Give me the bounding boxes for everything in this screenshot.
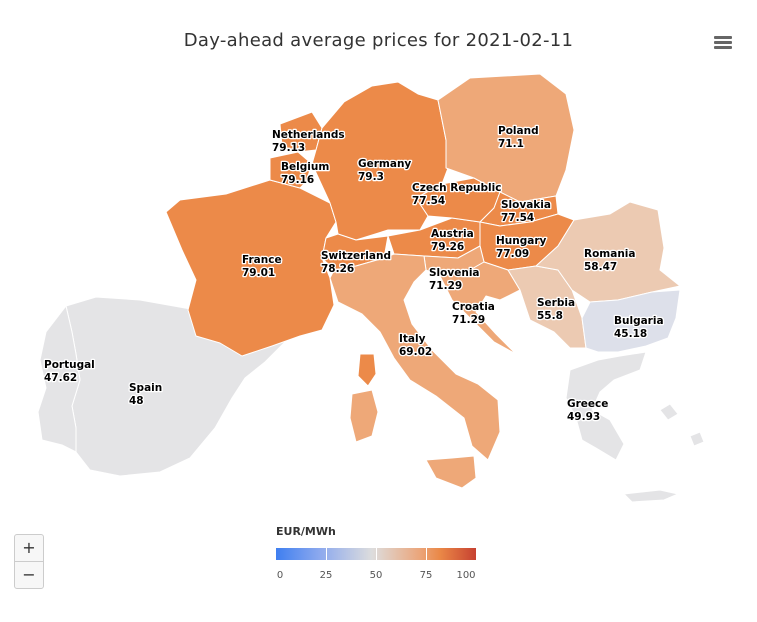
label-czech-price: 77.54	[412, 195, 445, 207]
label-croatia-name: Croatia	[452, 301, 495, 313]
label-poland-price: 71.1	[498, 138, 524, 150]
zoom-out-button[interactable]: −	[14, 561, 44, 589]
region-greece-crete[interactable]	[623, 489, 679, 503]
chart-title: Day-ahead average prices for 2021-02-11	[183, 30, 574, 51]
label-switzerland-name: Switzerland	[321, 250, 391, 262]
legend-label-75: 75	[419, 570, 433, 581]
label-france-name: France	[242, 254, 282, 266]
label-portugal-name: Portugal	[44, 359, 95, 371]
legend-tick-75	[426, 548, 427, 560]
label-bulgaria-price: 45.18	[614, 328, 647, 340]
label-austria-name: Austria	[431, 228, 474, 240]
region-romania[interactable]	[535, 201, 681, 303]
label-serbia-name: Serbia	[537, 297, 575, 309]
region-greece[interactable]	[565, 351, 647, 461]
label-austria-price: 79.26	[431, 241, 464, 253]
label-italy-price: 69.02	[399, 346, 432, 358]
label-belgium-price: 79.16	[281, 174, 314, 186]
label-belgium-name: Belgium	[281, 161, 329, 173]
region-greece-island-2[interactable]	[689, 431, 705, 447]
label-slovakia-name: Slovakia	[501, 199, 551, 211]
label-germany-name: Germany	[358, 158, 411, 170]
label-italy-name: Italy	[399, 333, 426, 345]
legend-label-25: 25	[319, 570, 333, 581]
label-germany-price: 79.3	[358, 171, 384, 183]
label-france-price: 79.01	[242, 267, 275, 279]
label-hungary-price: 77.09	[496, 248, 529, 260]
legend-label-100: 100	[456, 570, 476, 581]
label-serbia-price: 55.8	[537, 310, 563, 322]
region-france[interactable]	[165, 179, 337, 357]
label-slovakia-price: 77.54	[501, 212, 534, 224]
label-portugal-price: 47.62	[44, 372, 77, 384]
legend-tick-50	[376, 548, 377, 560]
label-netherlands-name: Netherlands	[272, 129, 345, 141]
region-italy-sicily[interactable]	[425, 455, 477, 489]
label-netherlands-price: 79.13	[272, 142, 305, 154]
hamburger-icon[interactable]	[710, 34, 736, 56]
region-portugal[interactable]	[37, 305, 81, 453]
label-bulgaria-name: Bulgaria	[614, 315, 664, 327]
region-greece-island[interactable]	[659, 403, 679, 421]
label-hungary-name: Hungary	[496, 235, 547, 247]
region-croatia[interactable]	[439, 261, 521, 355]
label-greece-name: Greece	[567, 398, 608, 410]
legend-title: EUR/MWh	[276, 525, 336, 538]
legend-label-0: 0	[276, 570, 284, 581]
label-czech-name: Czech Republic	[412, 182, 501, 194]
label-spain-price: 48	[129, 395, 144, 407]
label-spain-name: Spain	[129, 382, 162, 394]
label-slovenia-name: Slovenia	[429, 267, 480, 279]
label-greece-price: 49.93	[567, 411, 600, 423]
label-croatia-price: 71.29	[452, 314, 485, 326]
legend-label-50: 50	[369, 570, 383, 581]
label-switzerland-price: 78.26	[321, 263, 354, 275]
region-italy[interactable]	[329, 253, 501, 461]
label-poland-name: Poland	[498, 125, 539, 137]
region-bulgaria[interactable]	[581, 289, 681, 353]
region-italy-sardinia[interactable]	[349, 389, 379, 443]
label-slovenia-price: 71.29	[429, 280, 462, 292]
label-romania-name: Romania	[584, 248, 636, 260]
region-france-corsica[interactable]	[357, 353, 377, 387]
label-romania-price: 58.47	[584, 261, 617, 273]
legend-tick-25	[326, 548, 327, 560]
zoom-in-button[interactable]: +	[14, 534, 44, 562]
